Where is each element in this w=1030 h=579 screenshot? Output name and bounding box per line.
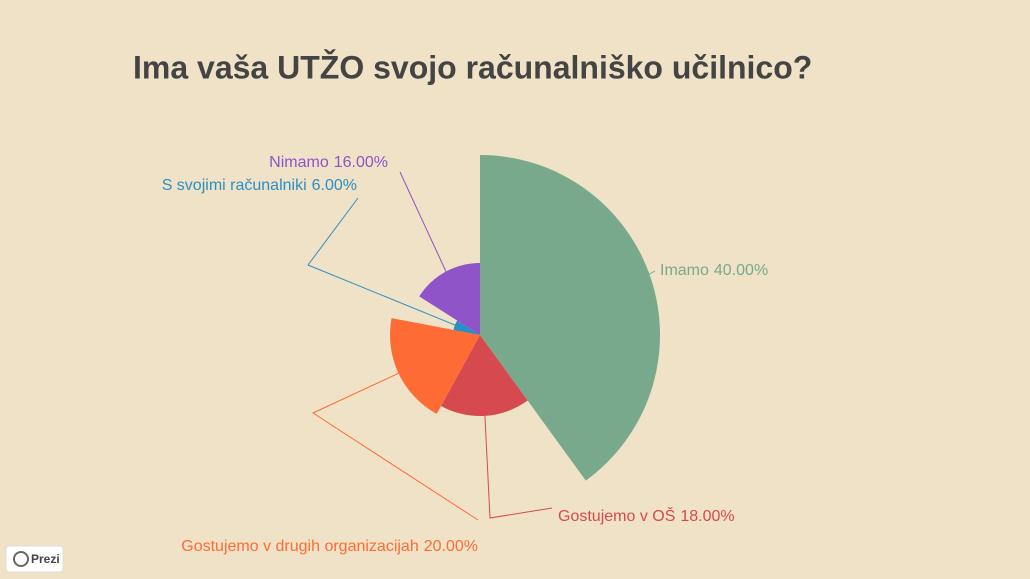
leader-line <box>483 403 553 519</box>
category-label: Gostujemo v drugih organizacijah <box>181 538 418 555</box>
value-label: 18.00% <box>680 508 734 525</box>
rose-wedge <box>440 335 528 416</box>
rose-wedge <box>419 263 480 335</box>
rose-wedge <box>390 318 480 414</box>
value-label: 20.00% <box>424 538 478 555</box>
category-label: Gostujemo v OŠ <box>558 506 675 525</box>
leader-line <box>625 270 656 289</box>
rose-wedge <box>480 155 660 481</box>
value-label: 40.00% <box>714 262 768 279</box>
rose-wedge <box>453 320 480 335</box>
leader-line <box>399 171 451 282</box>
slice-label: Nimamo 16.00% <box>269 154 388 171</box>
category-label: S svojimi računalniki <box>162 177 307 194</box>
value-label: 6.00% <box>312 177 357 194</box>
value-label: 16.00% <box>334 154 388 171</box>
slice-label: Imamo 40.00% <box>660 262 768 279</box>
category-label: Imamo <box>660 262 709 279</box>
prezi-label: Prezi <box>31 552 60 566</box>
slice-label: S svojimi računalniki 6.00% <box>162 177 357 194</box>
leader-line <box>307 197 459 328</box>
slice-label: Gostujemo v drugih organizacijah 20.00% <box>181 538 478 555</box>
category-label: Nimamo <box>269 154 329 171</box>
prezi-logo <box>13 551 29 567</box>
slice-label: Gostujemo v OŠ 18.00% <box>558 506 735 525</box>
chart-title: Ima vaša UTŽO svojo računalniško učilnic… <box>133 49 812 85</box>
leader-line <box>311 367 479 521</box>
